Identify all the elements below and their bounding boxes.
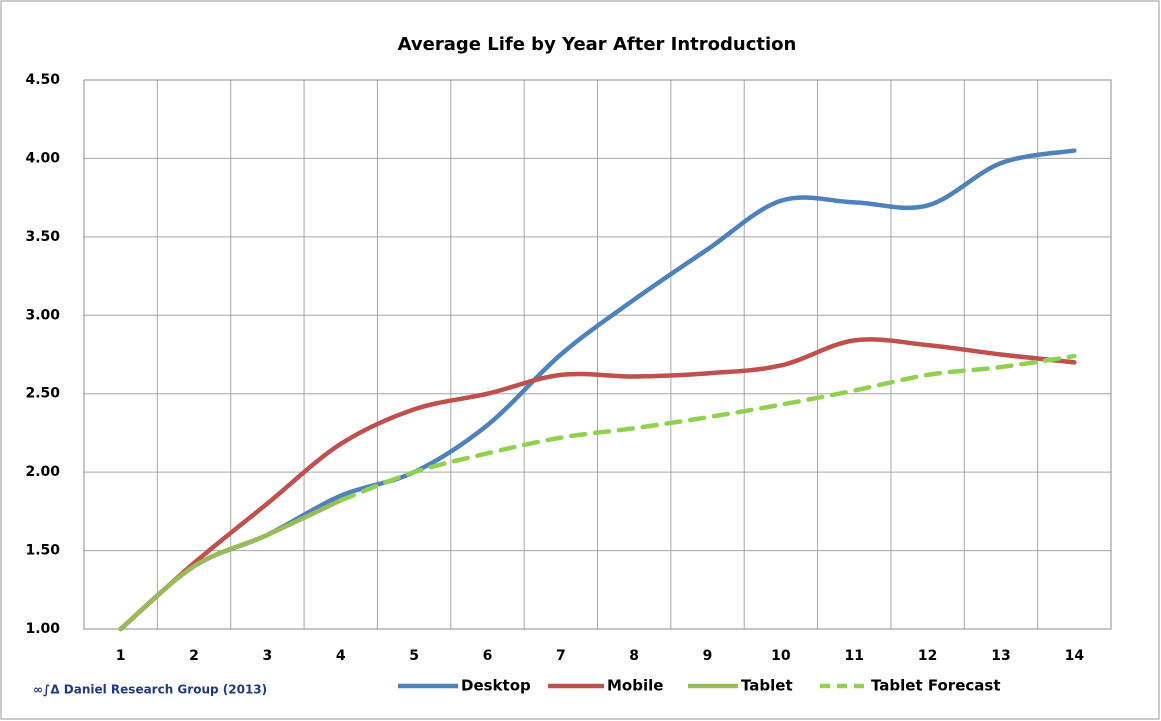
x-tick-label: 7 (556, 648, 566, 664)
x-tick-label: 13 (991, 648, 1010, 664)
plot-border (83, 79, 1112, 630)
x-tick-label: 9 (703, 648, 713, 664)
x-tick-label: 2 (189, 648, 199, 664)
x-tick-label: 14 (1065, 648, 1085, 664)
x-tick-label: 10 (771, 648, 791, 664)
x-tick-label: 5 (409, 648, 419, 664)
x-tick-label: 8 (629, 648, 639, 664)
series-line (338, 353, 1077, 503)
chart-title: Average Life by Year After Introduction (398, 34, 797, 55)
x-tick-label: 4 (336, 648, 346, 664)
y-tick-label: 3.50 (25, 229, 60, 245)
y-tick-label: 1.00 (25, 621, 60, 637)
series-line (118, 337, 1077, 632)
x-tick-label: 12 (918, 648, 937, 664)
y-tick-label: 3.00 (25, 307, 60, 323)
y-tick-label: 4.50 (25, 72, 60, 88)
y-tick-label: 2.00 (25, 464, 60, 480)
x-tick-label: 1 (116, 648, 126, 664)
source-note: ∞∫Δ Daniel Research Group (2013) (33, 683, 267, 697)
y-tick-label: 1.50 (25, 543, 60, 559)
legend-label: Desktop (461, 677, 531, 695)
x-tick-label: 6 (483, 648, 493, 664)
legend-label: Tablet Forecast (871, 677, 1001, 695)
x-tick-label: 11 (845, 648, 864, 664)
y-tick-label: 4.00 (25, 150, 60, 166)
legend-label: Tablet (741, 677, 793, 695)
x-tick-label: 3 (263, 648, 273, 664)
y-tick-label: 2.50 (25, 386, 60, 402)
legend-label: Mobile (607, 677, 663, 695)
series-line (118, 498, 343, 632)
